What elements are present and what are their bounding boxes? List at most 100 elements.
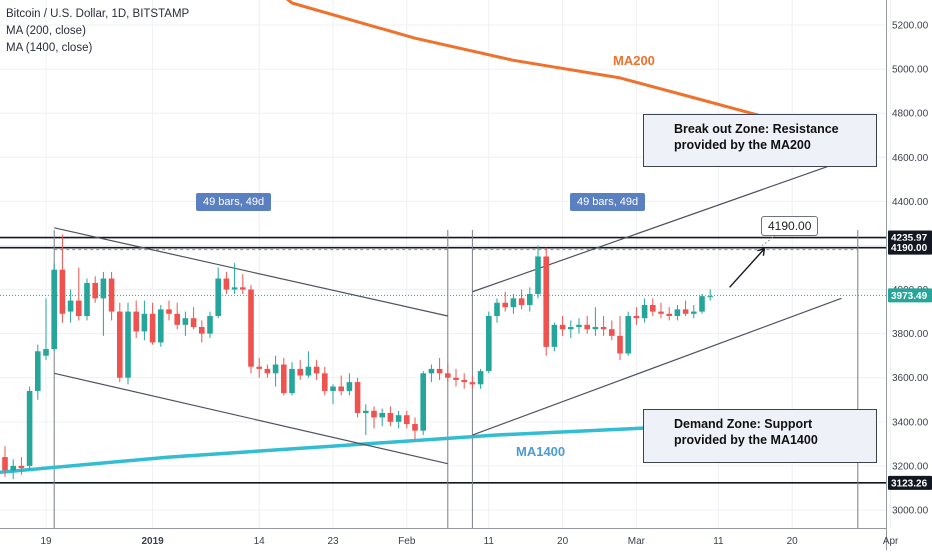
x-tick-label: 23 bbox=[327, 536, 339, 547]
candle-body bbox=[182, 318, 189, 325]
x-tick-label: 20 bbox=[557, 536, 569, 547]
x-tick-label: 19 bbox=[40, 536, 52, 547]
candle-body bbox=[141, 313, 148, 332]
trendline-right-channel-bottom bbox=[472, 297, 842, 436]
candle-body bbox=[707, 296, 713, 298]
x-tick-label: 2019 bbox=[141, 536, 164, 547]
candle-body bbox=[641, 304, 648, 319]
y-tick-label: 3400.00 bbox=[892, 417, 929, 428]
x-tick-label: Apr bbox=[883, 536, 899, 547]
candle-body bbox=[166, 309, 172, 314]
candle-body bbox=[633, 316, 640, 319]
y-tick-label: 4800.00 bbox=[892, 109, 929, 120]
candle-body bbox=[174, 313, 180, 325]
candle-body bbox=[559, 324, 566, 330]
candle-body bbox=[453, 377, 459, 380]
candle-body bbox=[510, 298, 517, 308]
candle-body bbox=[404, 415, 410, 425]
candle-body bbox=[543, 256, 549, 347]
candle-body bbox=[125, 311, 131, 378]
trendline-left-channel-bottom bbox=[54, 372, 448, 465]
candle-body bbox=[576, 324, 582, 328]
candle-body bbox=[494, 302, 500, 316]
support-note[interactable]: Demand Zone: Support provided by the MA1… bbox=[643, 409, 877, 463]
candle-body bbox=[289, 368, 295, 394]
x-tick-label: 14 bbox=[254, 536, 266, 547]
candle-body bbox=[535, 256, 541, 294]
candle-body bbox=[240, 287, 246, 290]
y-tick-label: 3800.00 bbox=[892, 329, 929, 340]
ma1400-label: MA1400 bbox=[516, 444, 566, 459]
candle-body bbox=[2, 457, 8, 471]
y-tick-label: 3600.00 bbox=[892, 373, 929, 384]
candle-body bbox=[625, 316, 631, 354]
candle-body bbox=[248, 289, 254, 367]
candle-body bbox=[199, 327, 205, 334]
candle-body bbox=[387, 413, 394, 422]
candle-body bbox=[108, 278, 115, 312]
candle-body bbox=[486, 316, 492, 372]
price-badge bbox=[888, 240, 932, 255]
candle-body bbox=[10, 465, 16, 471]
candle-body bbox=[477, 371, 484, 385]
candle-body bbox=[699, 296, 705, 312]
candle-body bbox=[338, 386, 344, 391]
candle-body bbox=[67, 300, 74, 312]
candle-body bbox=[322, 373, 328, 391]
x-tick-label: 20 bbox=[787, 536, 799, 547]
target-callout[interactable]: 4190.00 bbox=[761, 216, 819, 236]
candle-body bbox=[84, 282, 90, 316]
candle-body bbox=[379, 413, 385, 418]
candle-body bbox=[281, 364, 287, 394]
candle-body bbox=[59, 269, 66, 314]
candle-body bbox=[691, 311, 697, 314]
candle-body bbox=[133, 311, 139, 332]
legend-symbol[interactable]: Bitcoin / U.S. Dollar, 1D, BITSTAMP bbox=[6, 8, 190, 20]
candle-body bbox=[568, 327, 574, 330]
candle-body bbox=[666, 313, 672, 316]
candle-body bbox=[354, 382, 361, 413]
y-tick-label: 5200.00 bbox=[892, 21, 929, 32]
candle-body bbox=[149, 313, 156, 343]
price-levels bbox=[0, 236, 886, 484]
candle-body bbox=[436, 368, 443, 374]
candle-body bbox=[190, 318, 197, 328]
candle-body bbox=[412, 424, 418, 431]
legend-ma200[interactable]: MA (200, close) bbox=[6, 25, 86, 37]
candle-body bbox=[682, 309, 689, 314]
candle-body bbox=[428, 368, 435, 374]
resistance-note[interactable]: Break out Zone: Resistance provided by t… bbox=[643, 114, 877, 167]
x-tick-label: Feb bbox=[398, 536, 416, 547]
y-tick-label: 4600.00 bbox=[892, 153, 929, 164]
candle-body bbox=[600, 327, 607, 330]
candle-body bbox=[35, 351, 41, 391]
bar-count-right[interactable]: 49 bars, 49d bbox=[570, 193, 646, 211]
candle-body bbox=[461, 379, 467, 383]
y-tick-label: 3200.00 bbox=[892, 461, 929, 472]
trendline-right-channel-top bbox=[472, 161, 842, 293]
y-tick-label: 5000.00 bbox=[892, 65, 929, 76]
candle-body bbox=[117, 311, 123, 378]
candle-body bbox=[330, 386, 336, 391]
callout-connector bbox=[761, 234, 777, 247]
target-arrow-head bbox=[757, 248, 766, 256]
trendline-left-channel-top bbox=[54, 227, 448, 317]
candle-body bbox=[297, 368, 303, 376]
candle-body bbox=[100, 278, 107, 299]
candle-body bbox=[420, 373, 426, 431]
candle-body bbox=[674, 309, 681, 316]
legend-ma1400[interactable]: MA (1400, close) bbox=[6, 42, 93, 54]
bar-count-left[interactable]: 49 bars, 49d bbox=[196, 193, 272, 211]
candle-body bbox=[551, 324, 558, 347]
candle-body bbox=[650, 304, 656, 312]
price-badge bbox=[888, 475, 932, 490]
ma200-line bbox=[285, 0, 760, 117]
candle-body bbox=[158, 309, 164, 343]
candle-body bbox=[313, 366, 320, 374]
candle-body bbox=[469, 382, 476, 385]
candle-body bbox=[207, 316, 213, 334]
price-badge-label: 4190.00 bbox=[891, 243, 928, 254]
candles bbox=[2, 234, 713, 480]
